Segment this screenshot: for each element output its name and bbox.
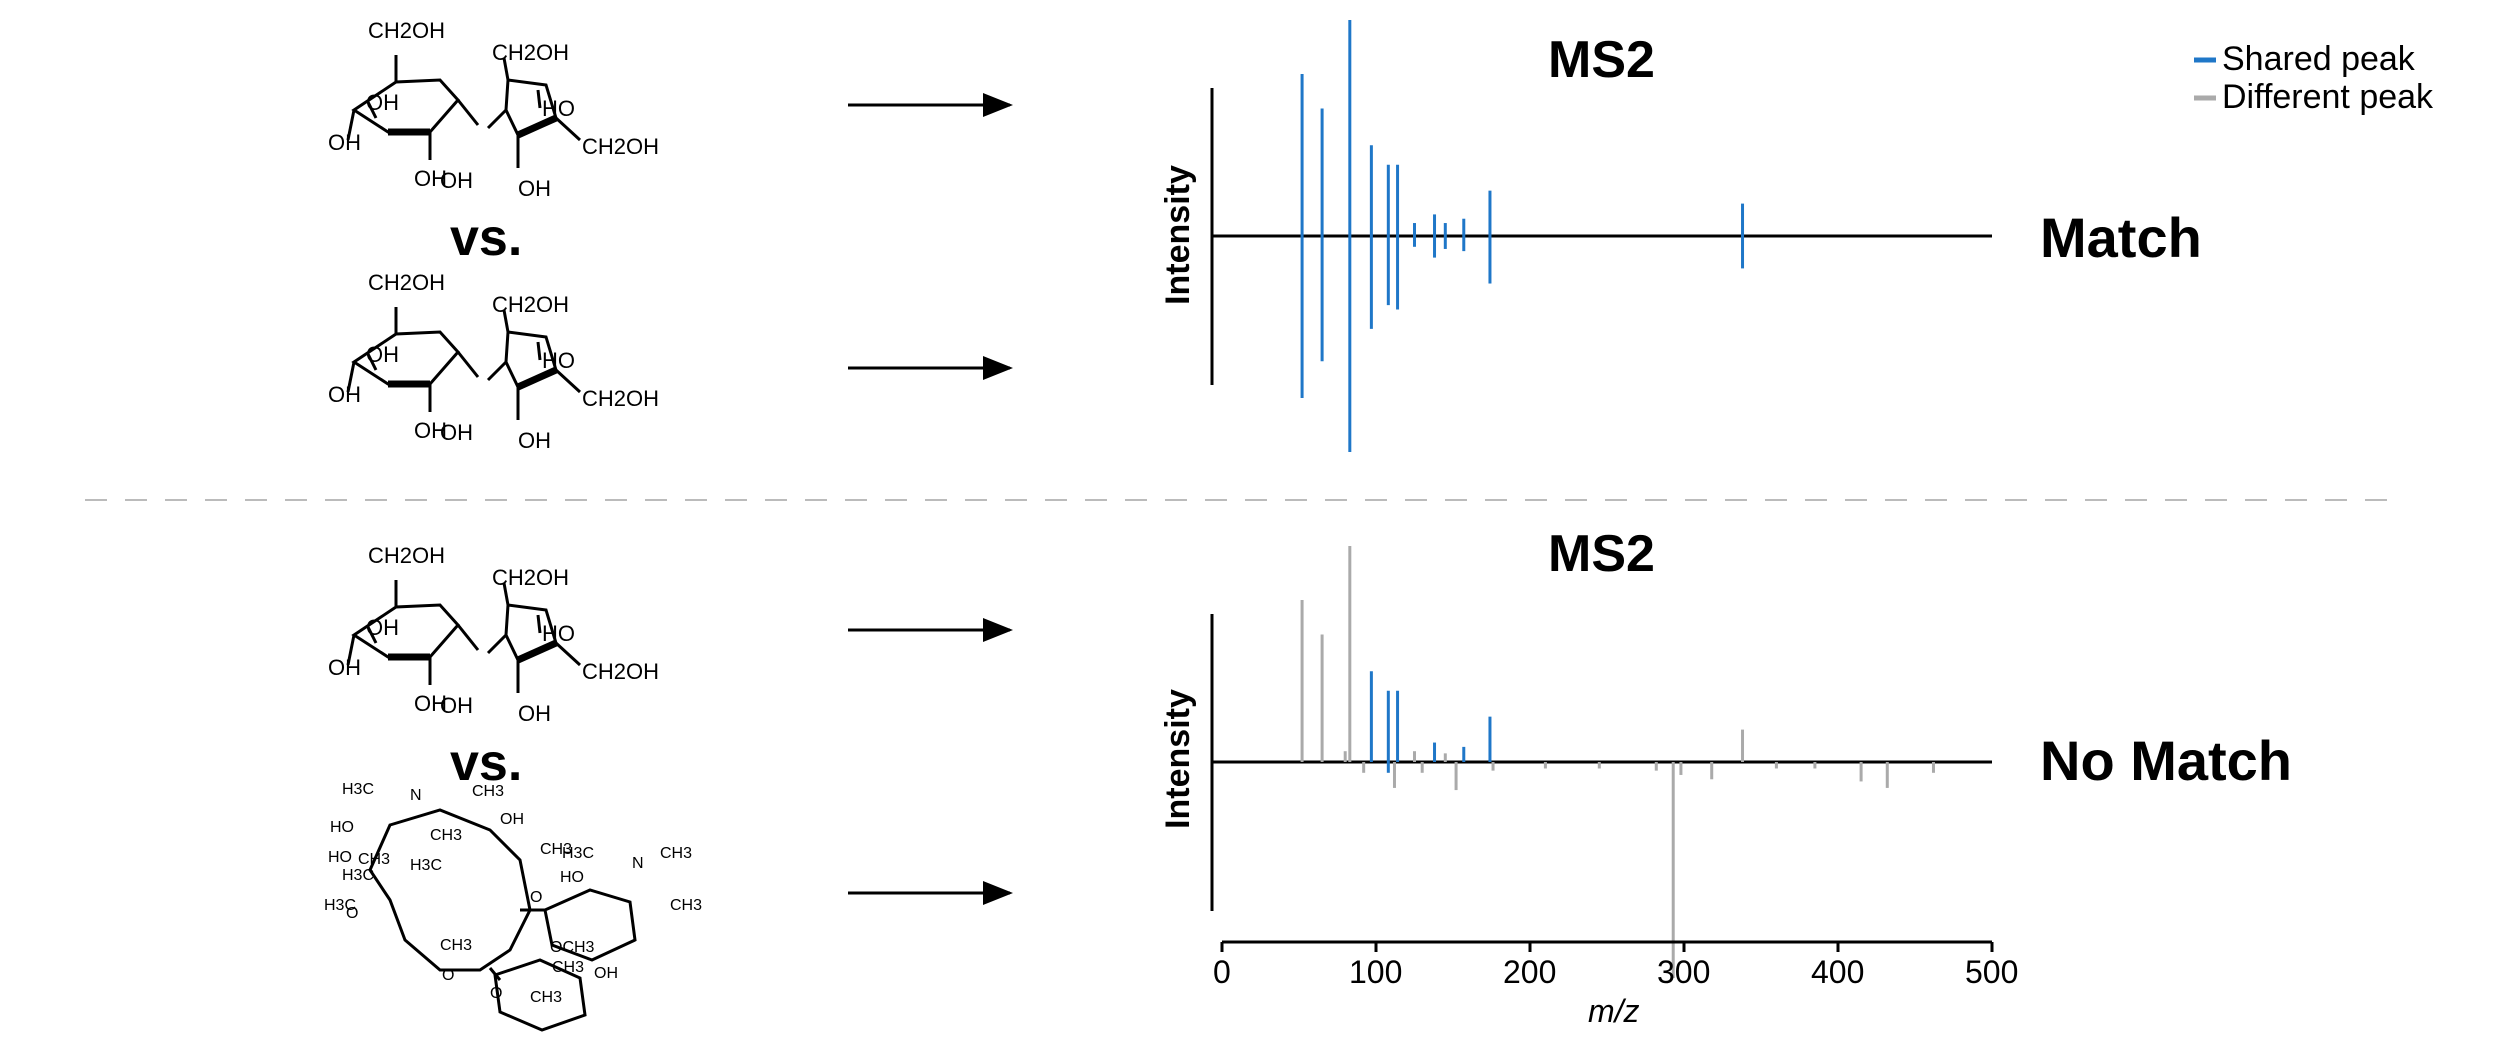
sucrose-molecule-2 (348, 307, 580, 420)
spectrum-panel-2 (1210, 546, 1994, 978)
macrolide-link-2 (488, 967, 502, 981)
sucrose-skeleton (348, 580, 580, 693)
sucrose-molecule-3 (348, 580, 580, 693)
sucrose-molecule-1 (348, 55, 580, 168)
sucrose-skeleton (348, 307, 580, 420)
macrolide-ring (368, 808, 532, 972)
spectrum-panel-1 (1210, 20, 1992, 452)
desosamine-ring (543, 888, 637, 962)
sucrose-skeleton (348, 55, 580, 168)
macrolide-molecule (368, 808, 637, 1032)
cladinose-ring (493, 958, 587, 1032)
